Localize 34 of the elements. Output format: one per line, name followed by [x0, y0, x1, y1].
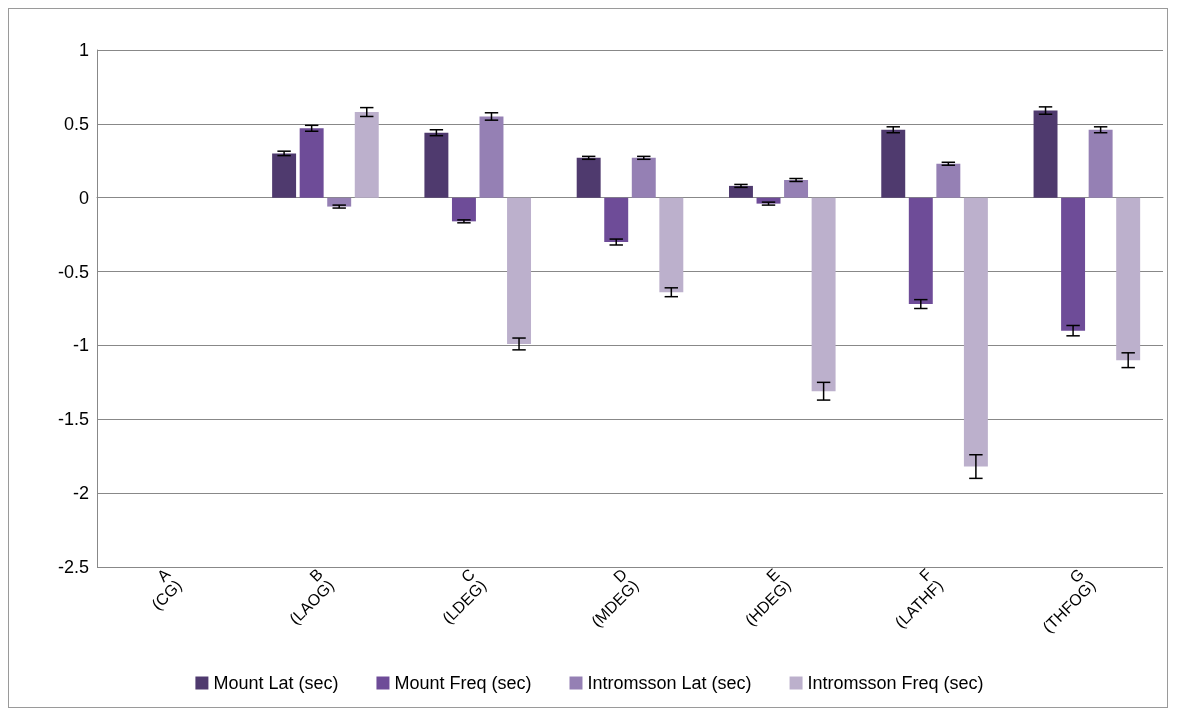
bar	[784, 179, 809, 198]
bar	[479, 116, 504, 198]
y-tick-label: -1.5	[57, 409, 89, 430]
legend-label: Intromsson Lat (sec)	[587, 673, 752, 693]
bar	[1033, 110, 1058, 198]
bar	[908, 197, 933, 305]
y-tick-label: -1	[72, 335, 89, 356]
bar	[1061, 197, 1086, 331]
legend-label: Intromsson Freq (sec)	[807, 673, 984, 693]
bar	[963, 197, 988, 467]
bar	[272, 153, 297, 198]
bar	[424, 132, 449, 198]
bar	[576, 157, 601, 198]
bar	[936, 163, 961, 198]
bar	[299, 128, 324, 198]
bar	[1088, 129, 1113, 198]
y-tick-label: -0.5	[57, 261, 89, 282]
bar	[728, 185, 753, 198]
bar	[354, 112, 379, 198]
y-tick-label: 0	[78, 187, 89, 208]
y-tick-label: 1	[78, 40, 89, 60]
y-tick-label: -2.5	[57, 557, 89, 577]
y-tick-label: -2	[72, 483, 89, 504]
bar	[1116, 197, 1141, 361]
legend-label: Mount Lat (sec)	[213, 673, 339, 693]
bar	[451, 197, 476, 222]
bar	[659, 197, 684, 293]
legend-label: Mount Freq (sec)	[394, 673, 532, 693]
bar	[604, 197, 629, 243]
bar	[507, 197, 532, 344]
y-tick-label: 0.5	[63, 113, 89, 134]
bar	[811, 197, 836, 392]
bar	[881, 129, 906, 198]
bar	[631, 157, 656, 198]
